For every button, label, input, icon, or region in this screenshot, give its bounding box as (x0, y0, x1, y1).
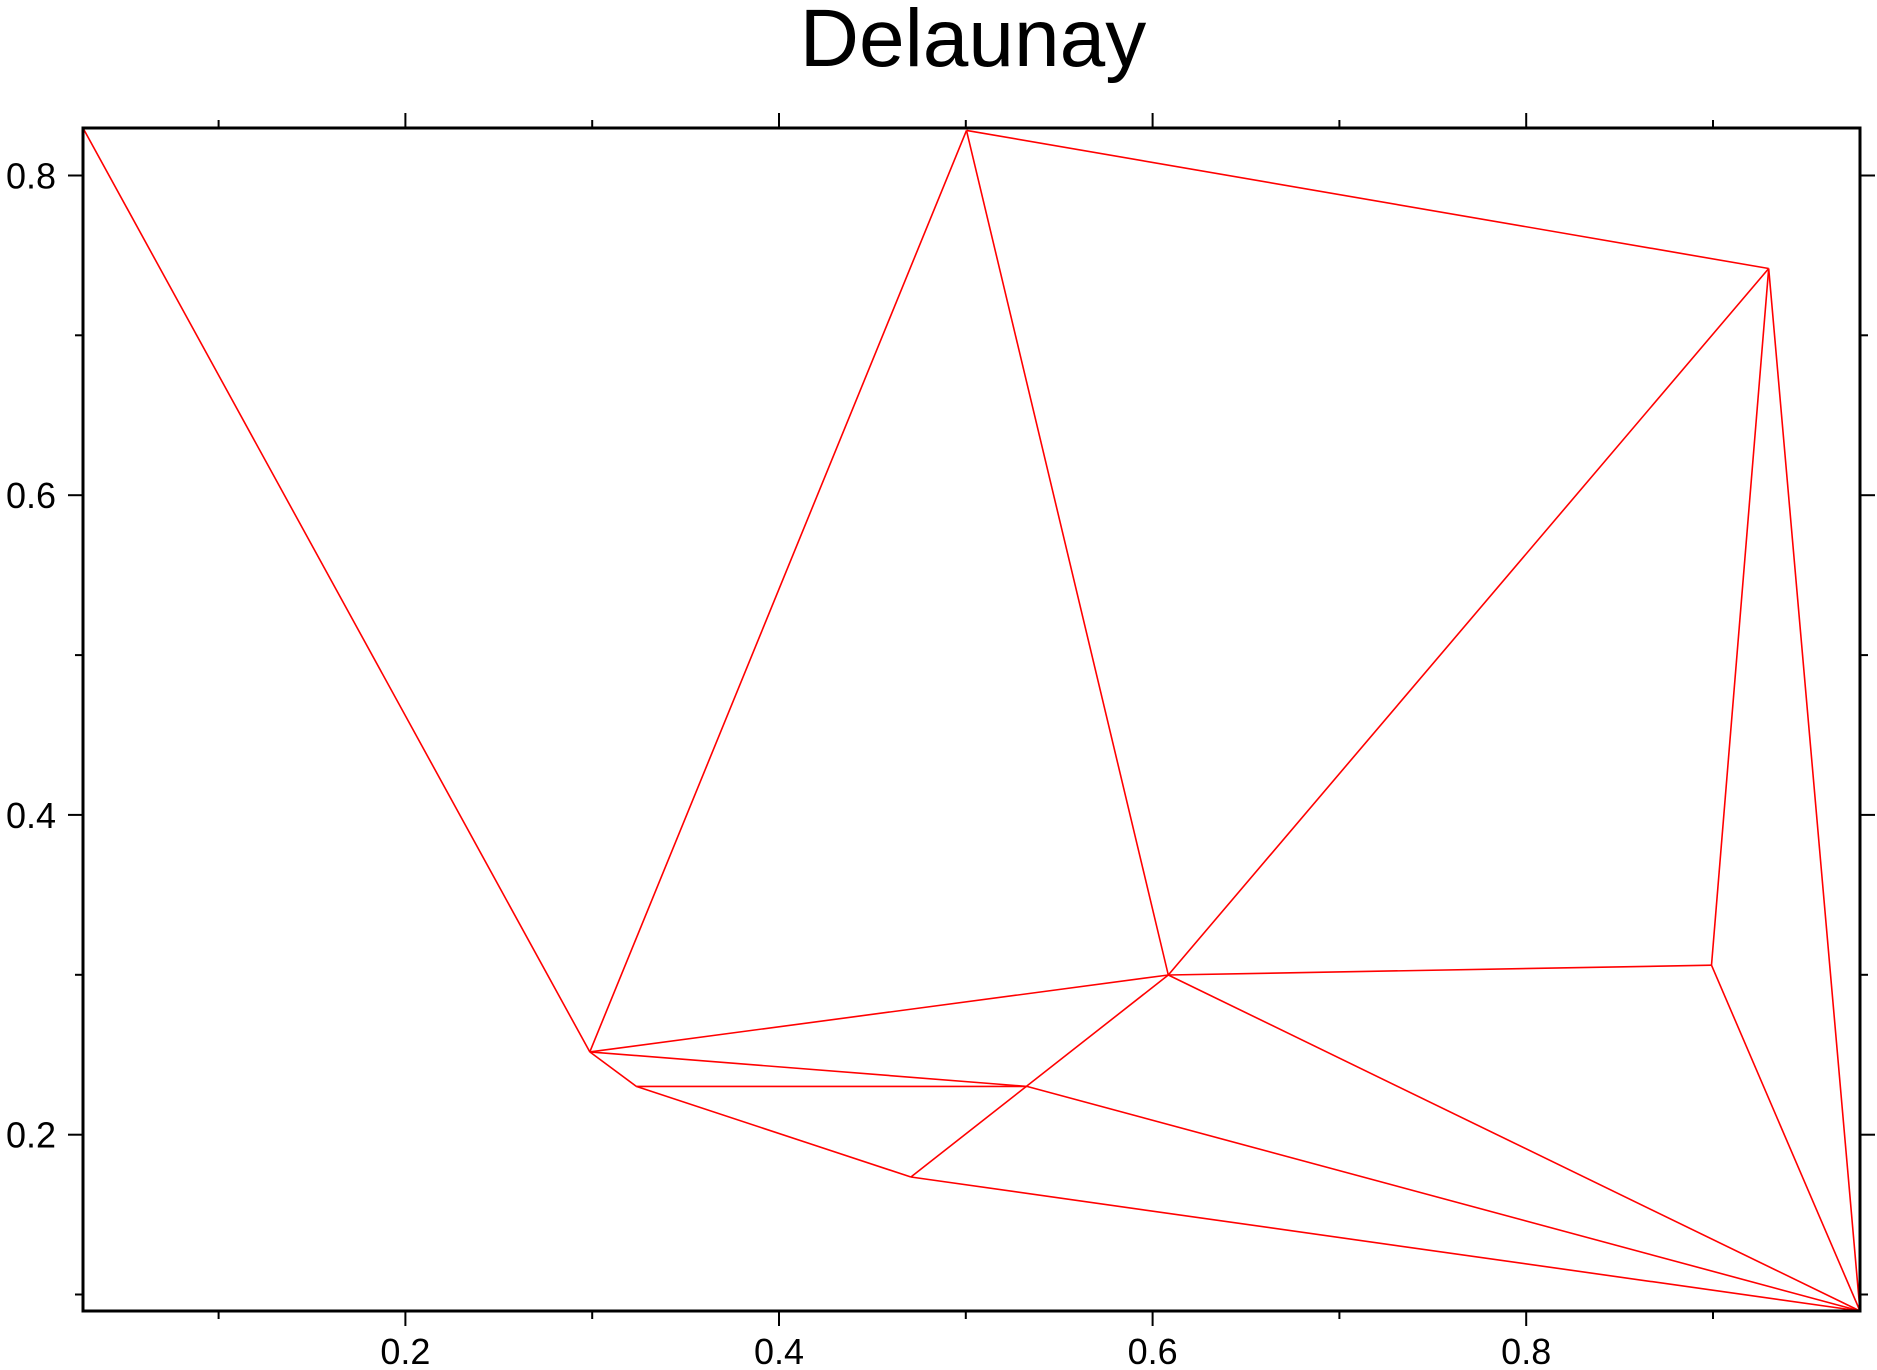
edge-14 (1026, 1085, 1861, 1312)
edge-0 (82, 127, 591, 1053)
edge-13 (910, 1176, 1861, 1312)
edge-12 (910, 974, 1169, 1178)
edge-15 (1168, 964, 1712, 976)
x-tick-label-0: 0.2 (380, 1331, 430, 1370)
x-tick-label-1: 0.4 (754, 1331, 804, 1370)
edge-7 (589, 974, 1169, 1053)
y-tick-label-1: 0.4 (6, 795, 56, 836)
triangulation-edges (82, 127, 1861, 1312)
plot-frame (81, 126, 1862, 1313)
edge-6 (1710, 268, 1770, 966)
edge-2 (965, 130, 1170, 976)
chart-title: Delaunay (800, 0, 1146, 84)
edge-17 (1710, 964, 1861, 1312)
edge-4 (1167, 267, 1770, 976)
edge-8 (589, 1051, 1027, 1088)
axis-ticks: 0.2 0.4 0.6 0.8 0.2 0.4 0.6 0.8 (6, 113, 1875, 1370)
edge-16 (1167, 974, 1861, 1312)
x-tick-label-2: 0.6 (1128, 1331, 1178, 1370)
edge-9 (589, 1051, 637, 1088)
y-tick-label-3: 0.8 (6, 156, 56, 197)
x-tick-label-3: 0.8 (1501, 1331, 1551, 1370)
edge-1 (589, 130, 968, 1053)
edge-11 (636, 1085, 912, 1178)
y-tick-label-2: 0.6 (6, 475, 56, 516)
edge-3 (966, 129, 1769, 270)
edge-5 (1767, 268, 1861, 1312)
y-tick-label-0: 0.2 (6, 1115, 56, 1156)
